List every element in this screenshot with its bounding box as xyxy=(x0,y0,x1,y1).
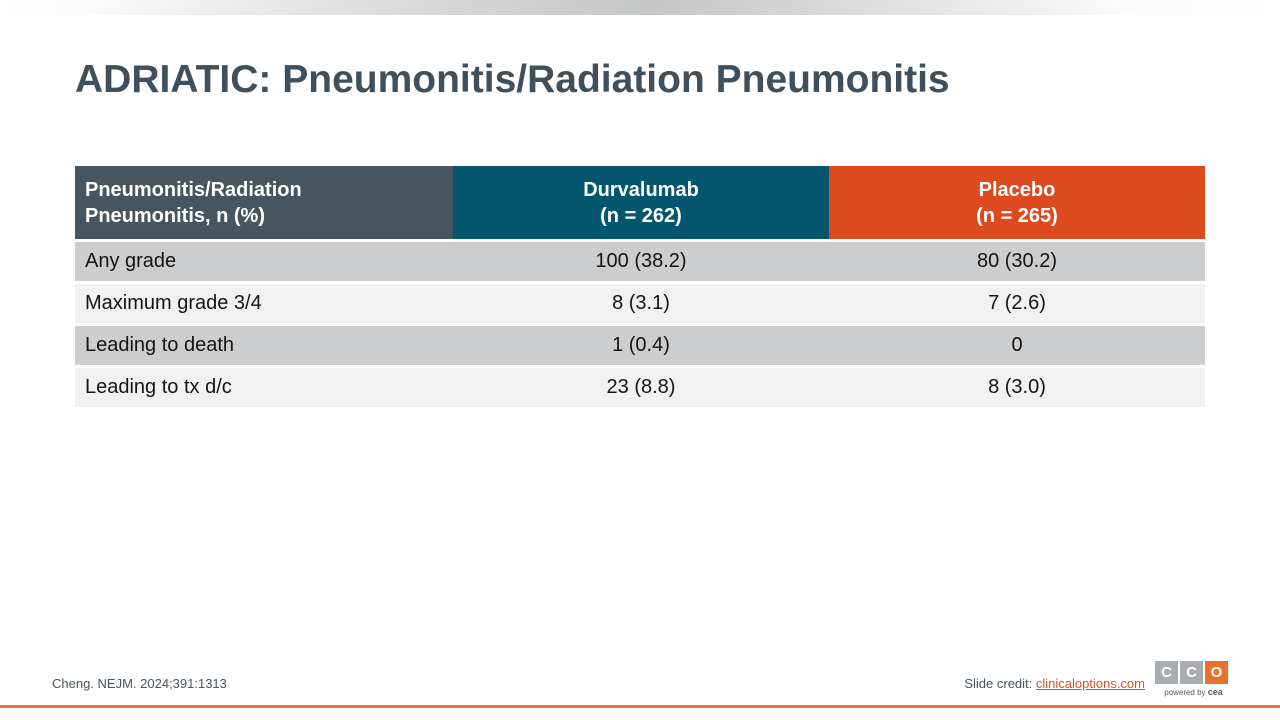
cco-logo-tagline: powered by cea xyxy=(1155,687,1232,697)
cell-placebo: 8 (3.0) xyxy=(829,365,1205,407)
citation-text: Cheng. NEJM. 2024;391:1313 xyxy=(52,676,227,691)
row-label: Any grade xyxy=(75,239,453,281)
powered-by-text: powered by xyxy=(1164,688,1208,697)
cell-durvalumab: 1 (0.4) xyxy=(453,323,829,365)
header-placebo-n: (n = 265) xyxy=(976,204,1058,227)
table-row: Any grade 100 (38.2) 80 (30.2) xyxy=(75,239,1205,281)
cell-durvalumab: 8 (3.1) xyxy=(453,281,829,323)
cell-placebo: 7 (2.6) xyxy=(829,281,1205,323)
cco-logo-boxes: C C O xyxy=(1155,661,1232,684)
cea-brand-text: cea xyxy=(1207,687,1223,697)
header-cell-label: Pneumonitis/Radiation Pneumonitis, n (%) xyxy=(75,166,453,239)
row-label: Leading to death xyxy=(75,323,453,365)
cco-logo-letter-c2: C xyxy=(1180,661,1203,684)
cell-durvalumab: 23 (8.8) xyxy=(453,365,829,407)
cco-logo-letter-c1: C xyxy=(1155,661,1178,684)
row-label: Maximum grade 3/4 xyxy=(75,281,453,323)
cco-logo-letter-o: O xyxy=(1205,661,1228,684)
header-label-line2: Pneumonitis, n (%) xyxy=(85,204,265,227)
cco-logo: C C O powered by cea xyxy=(1155,661,1232,697)
slide-credit: Slide credit: clinicaloptions.com xyxy=(964,676,1145,691)
cell-placebo: 0 xyxy=(829,323,1205,365)
header-cell-durvalumab: Durvalumab (n = 262) xyxy=(453,166,829,239)
bottom-accent-line xyxy=(0,705,1280,708)
table-header-row: Pneumonitis/Radiation Pneumonitis, n (%)… xyxy=(75,166,1205,239)
cell-placebo: 80 (30.2) xyxy=(829,239,1205,281)
header-cell-placebo: Placebo (n = 265) xyxy=(829,166,1205,239)
slide-credit-label: Slide credit: xyxy=(964,676,1036,691)
clinicaloptions-link[interactable]: clinicaloptions.com xyxy=(1035,676,1145,691)
pneumonitis-table: Pneumonitis/Radiation Pneumonitis, n (%)… xyxy=(75,166,1205,407)
row-label: Leading to tx d/c xyxy=(75,365,453,407)
header-label-line1: Pneumonitis/Radiation xyxy=(85,178,302,201)
top-gradient-bar xyxy=(0,0,1280,15)
header-durvalumab-name: Durvalumab xyxy=(583,178,699,201)
cell-durvalumab: 100 (38.2) xyxy=(453,239,829,281)
table-row: Leading to death 1 (0.4) 0 xyxy=(75,323,1205,365)
page-title: ADRIATIC: Pneumonitis/Radiation Pneumoni… xyxy=(75,58,950,101)
header-placebo-name: Placebo xyxy=(978,178,1056,201)
header-durvalumab-n: (n = 262) xyxy=(600,204,682,227)
table-row: Maximum grade 3/4 8 (3.1) 7 (2.6) xyxy=(75,281,1205,323)
table-row: Leading to tx d/c 23 (8.8) 8 (3.0) xyxy=(75,365,1205,407)
